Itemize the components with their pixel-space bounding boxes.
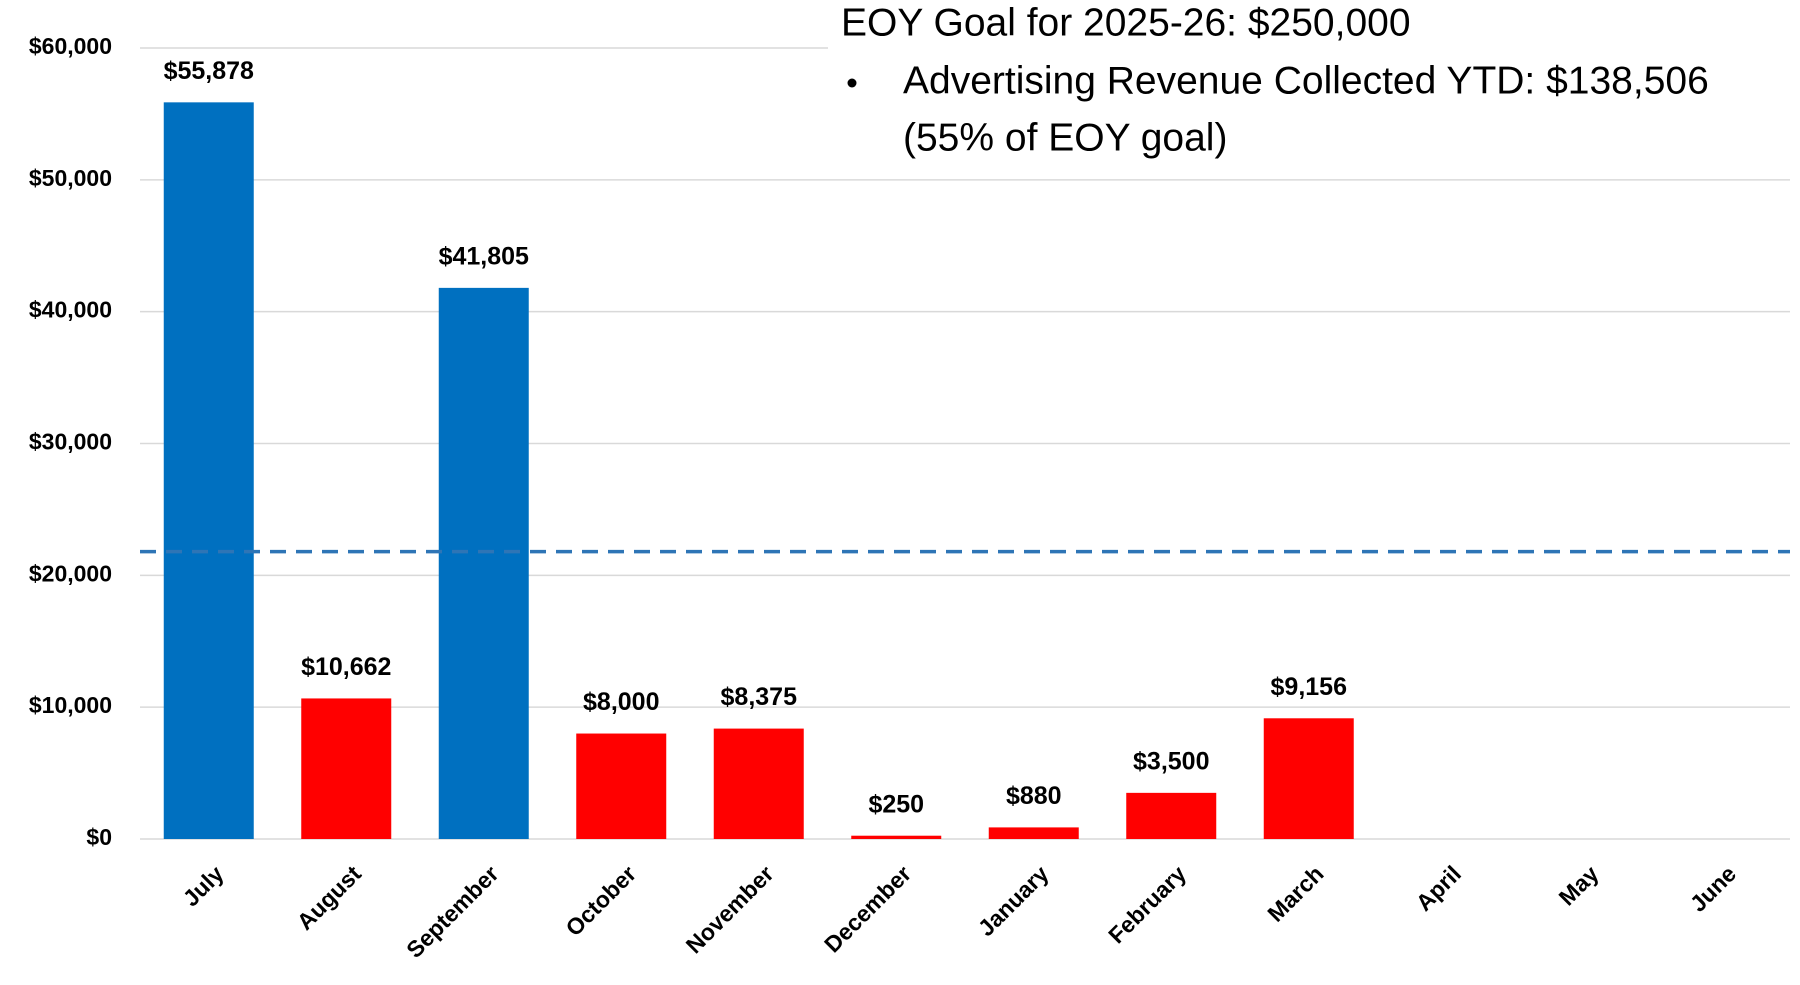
x-tick-label: May — [1554, 860, 1604, 910]
x-tick-label: January — [973, 860, 1054, 941]
y-tick-label: $10,000 — [29, 692, 112, 718]
bar — [576, 733, 667, 839]
bar — [713, 728, 804, 839]
bar — [1263, 718, 1354, 839]
data-label: $41,805 — [439, 242, 529, 270]
annotation: Advertising Revenue Collected YTD: $138,… — [903, 59, 1709, 102]
bar — [301, 698, 392, 839]
x-tick-label: March — [1262, 860, 1328, 926]
y-tick-label: $20,000 — [29, 560, 112, 586]
y-tick-label: $60,000 — [29, 33, 112, 59]
data-label: $8,375 — [721, 683, 798, 711]
data-label: $880 — [1006, 782, 1062, 810]
annotation: (55% of EOY goal) — [903, 116, 1227, 159]
bar — [163, 102, 254, 840]
y-tick-label: $30,000 — [29, 429, 112, 455]
annotation: EOY Goal for 2025-26: $250,000 — [841, 1, 1411, 44]
bar — [851, 835, 942, 839]
bar — [438, 287, 529, 840]
x-tick-label: April — [1411, 860, 1466, 915]
bar — [988, 827, 1079, 839]
data-label: $55,878 — [164, 57, 254, 85]
x-tick-label: September — [401, 860, 503, 962]
x-tick-label: July — [178, 860, 229, 911]
data-label: $3,500 — [1133, 747, 1209, 775]
data-label: $9,156 — [1271, 673, 1347, 701]
y-tick-label: $0 — [86, 824, 112, 850]
annotation-background — [828, 0, 1800, 165]
grid — [140, 47, 1790, 840]
x-tick-label: December — [819, 860, 916, 957]
data-label: $8,000 — [583, 688, 659, 716]
x-tick-label: November — [681, 860, 779, 958]
data-label: $250 — [868, 790, 924, 818]
y-tick-label: $50,000 — [29, 165, 112, 191]
y-tick-label: $40,000 — [29, 297, 112, 323]
data-label: $10,662 — [301, 653, 391, 681]
x-tick-label: October — [560, 860, 641, 941]
bullet — [847, 78, 857, 88]
x-tick-label: August — [292, 860, 367, 935]
x-tick-label: February — [1103, 860, 1191, 948]
bar — [1126, 792, 1217, 839]
x-tick-label: June — [1685, 860, 1741, 916]
